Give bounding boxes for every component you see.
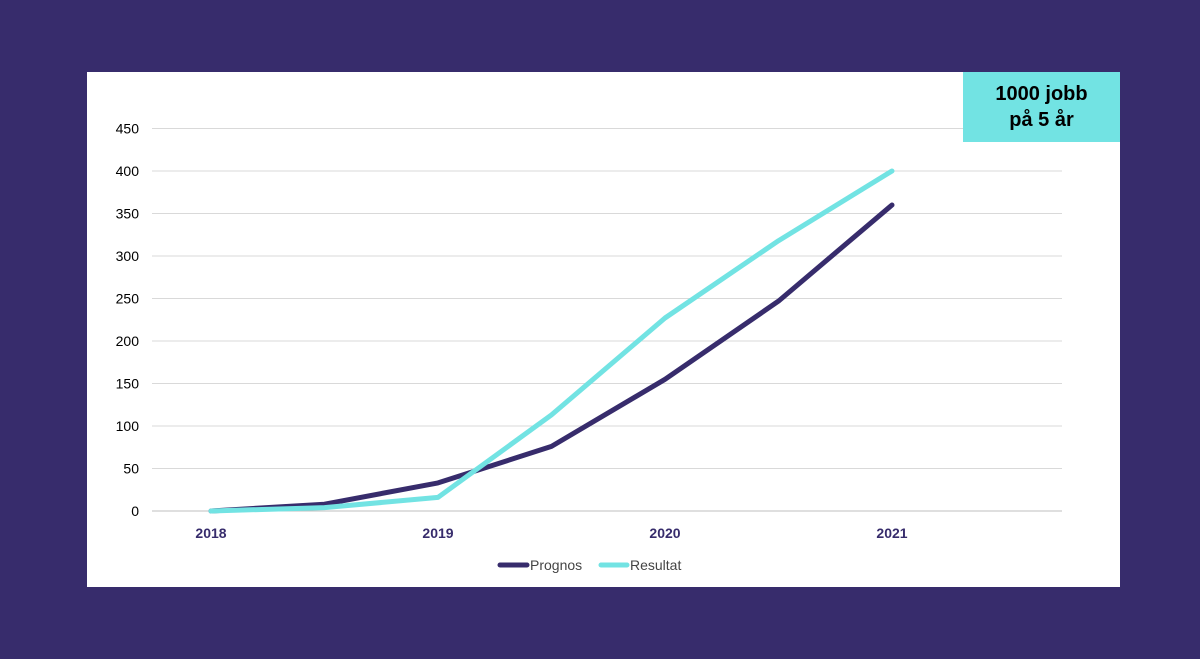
y-axis-ticks: 0 50 100 150 200 250 300 350 400 450	[116, 121, 140, 520]
jobs-badge: 1000 jobb på 5 år	[963, 72, 1120, 142]
x-tick-label: 2019	[422, 525, 453, 541]
y-tick-label: 0	[131, 503, 139, 519]
y-tick-label: 350	[116, 206, 140, 222]
series-line-resultat	[208, 168, 895, 514]
chart-panel	[87, 72, 1120, 587]
series-lines	[208, 168, 895, 514]
badge-line-2: på 5 år	[1009, 109, 1074, 131]
y-tick-label: 400	[116, 163, 140, 179]
series-line-prognos	[208, 202, 895, 514]
legend-label-prognos: Prognos	[530, 557, 582, 573]
legend-label-resultat: Resultat	[630, 557, 681, 573]
y-tick-label: 100	[116, 418, 140, 434]
x-axis-ticks: 2018 2019 2020 2021	[195, 525, 907, 541]
y-tick-label: 50	[123, 461, 139, 477]
x-tick-label: 2018	[195, 525, 226, 541]
legend: Prognos Resultat	[497, 557, 681, 573]
y-tick-label: 450	[116, 121, 140, 137]
y-tick-label: 150	[116, 376, 140, 392]
y-tick-label: 200	[116, 333, 140, 349]
y-tick-label: 300	[116, 248, 140, 264]
grid-lines	[152, 128, 1062, 512]
badge-line-1: 1000 jobb	[995, 83, 1088, 105]
y-tick-label: 250	[116, 291, 140, 307]
x-tick-label: 2020	[649, 525, 680, 541]
x-tick-label: 2021	[876, 525, 907, 541]
